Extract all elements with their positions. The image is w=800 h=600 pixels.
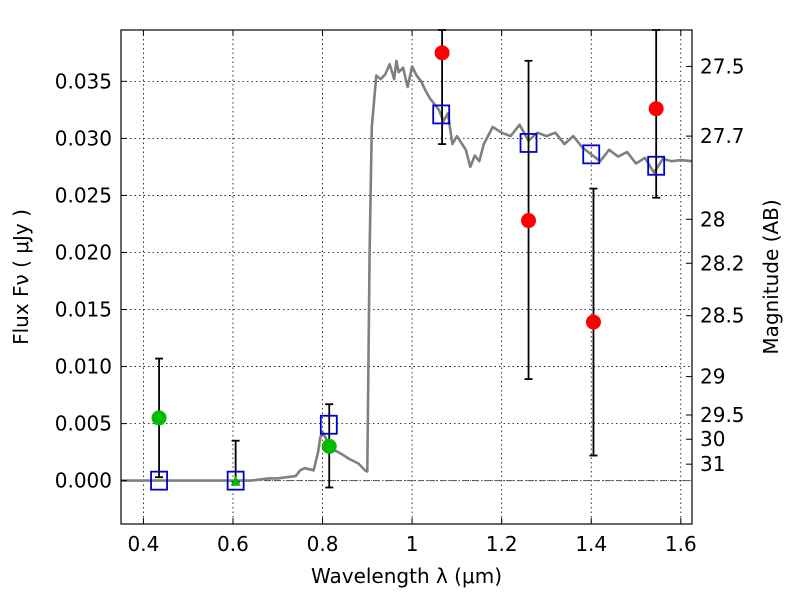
y-axis-ticks: 0.000 0.005 0.010 0.015 0.020 0.025 0.030 0.035 <box>55 69 127 493</box>
circle-marker <box>585 314 601 330</box>
y2-tick-label: 29.5 <box>700 403 745 427</box>
x-tick-label: 1.4 <box>575 532 607 556</box>
error-bars <box>155 29 661 489</box>
spectrum-line <box>121 59 693 482</box>
x-tick-label: 0.4 <box>127 532 159 556</box>
y-tick-label: 0.035 <box>55 69 112 93</box>
circle-marker <box>321 438 337 454</box>
square-marker <box>226 470 245 491</box>
y2-tick-label: 30 <box>700 427 725 451</box>
model-spectrum <box>121 59 693 482</box>
y-tick-label: 0.025 <box>55 183 112 207</box>
y2-tick-label: 28 <box>700 207 725 231</box>
y2-axis-title: Magnitude (AB) <box>759 199 783 354</box>
square-marker <box>432 104 451 125</box>
triangle-marker <box>230 475 241 486</box>
y-tick-label: 0.030 <box>55 126 112 150</box>
x-tick-label: 1.2 <box>486 532 518 556</box>
y-axis-title: Flux Fν ( μJy ) <box>9 209 33 345</box>
x-tick-label: 0.8 <box>307 532 339 556</box>
y2-tick-label: 31 <box>700 452 725 476</box>
y-tick-label: 0.020 <box>55 240 112 264</box>
square-marker <box>519 133 538 153</box>
y2-tick-label: 29 <box>700 365 725 389</box>
circle-marker <box>434 45 450 61</box>
y2-tick-label: 27.7 <box>700 124 745 148</box>
plot-frame <box>120 29 693 525</box>
y-tick-label: 0.015 <box>55 298 112 322</box>
y2-tick-label: 27.5 <box>700 54 745 78</box>
square-marker <box>150 470 168 491</box>
circle-marker <box>521 213 537 229</box>
circle-marker <box>648 101 664 117</box>
square-marker <box>647 155 666 176</box>
x-axis-title: Wavelength λ (μm) <box>311 564 502 588</box>
y2-tick-label: 28.2 <box>700 251 745 275</box>
x-tick-label: 1 <box>406 532 419 556</box>
square-marker <box>319 414 338 435</box>
y-tick-label: 0.005 <box>55 412 112 436</box>
y2-tick-label: 28.5 <box>700 304 745 328</box>
circle-marker <box>151 410 167 426</box>
x-tick-label: 1.6 <box>665 532 697 556</box>
x-tick-label: 0.6 <box>217 532 249 556</box>
square-marker <box>582 144 601 165</box>
grid-lines <box>121 30 692 524</box>
data-markers <box>150 45 666 491</box>
y-tick-label: 0.010 <box>55 355 112 379</box>
y-tick-label: 0.000 <box>55 469 112 493</box>
x-axis-ticks: 0.4 0.6 0.8 1 1.2 1.4 1.6 <box>127 30 697 556</box>
